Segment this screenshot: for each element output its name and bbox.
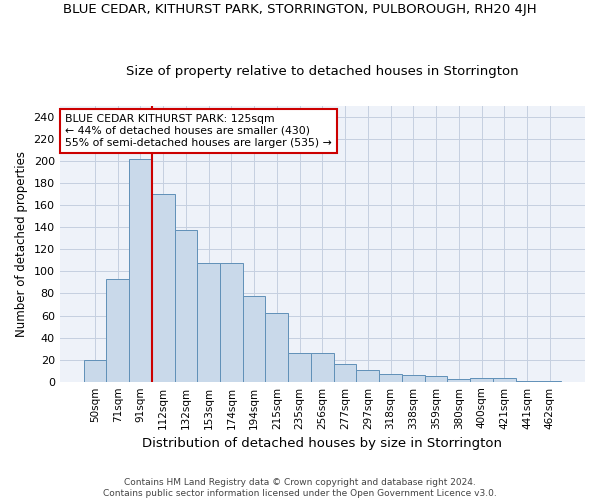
- Bar: [356, 370, 379, 382]
- Y-axis label: Number of detached properties: Number of detached properties: [15, 151, 28, 337]
- Bar: [493, 378, 515, 382]
- Text: Contains HM Land Registry data © Crown copyright and database right 2024.
Contai: Contains HM Land Registry data © Crown c…: [103, 478, 497, 498]
- Bar: [288, 353, 311, 382]
- Bar: [379, 374, 402, 382]
- Bar: [106, 279, 129, 382]
- Bar: [515, 380, 538, 382]
- Bar: [175, 230, 197, 382]
- Bar: [470, 378, 493, 382]
- Bar: [538, 380, 561, 382]
- Bar: [129, 159, 152, 382]
- Title: Size of property relative to detached houses in Storrington: Size of property relative to detached ho…: [126, 66, 518, 78]
- Bar: [448, 380, 470, 382]
- Bar: [334, 364, 356, 382]
- Bar: [402, 375, 425, 382]
- Bar: [311, 353, 334, 382]
- Bar: [265, 314, 288, 382]
- Text: BLUE CEDAR KITHURST PARK: 125sqm
← 44% of detached houses are smaller (430)
55% : BLUE CEDAR KITHURST PARK: 125sqm ← 44% o…: [65, 114, 332, 148]
- Bar: [243, 296, 265, 382]
- Bar: [197, 262, 220, 382]
- Bar: [152, 194, 175, 382]
- Text: BLUE CEDAR, KITHURST PARK, STORRINGTON, PULBOROUGH, RH20 4JH: BLUE CEDAR, KITHURST PARK, STORRINGTON, …: [63, 2, 537, 16]
- Bar: [83, 360, 106, 382]
- Bar: [425, 376, 448, 382]
- Bar: [220, 262, 243, 382]
- X-axis label: Distribution of detached houses by size in Storrington: Distribution of detached houses by size …: [142, 437, 502, 450]
